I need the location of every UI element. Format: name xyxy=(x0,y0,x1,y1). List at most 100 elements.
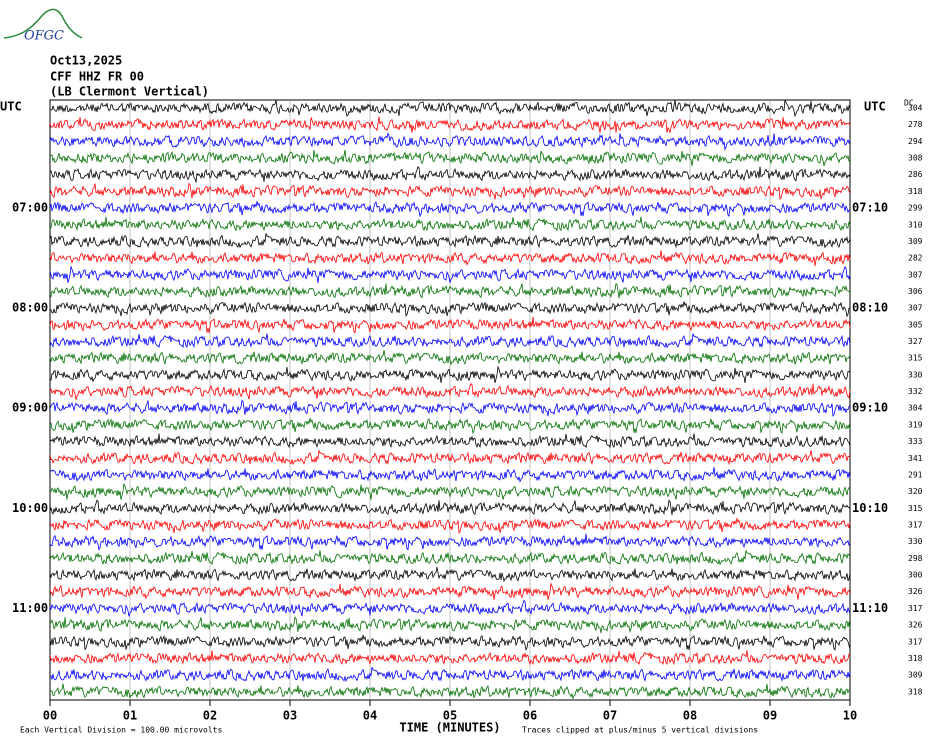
dc-value: 315 xyxy=(908,354,923,363)
trace xyxy=(49,518,851,534)
trace xyxy=(49,616,851,634)
logo-text: OFGC xyxy=(24,29,64,44)
dc-value: 326 xyxy=(908,587,923,596)
trace xyxy=(49,149,851,167)
dc-value: 304 xyxy=(908,404,923,413)
trace xyxy=(49,533,851,551)
dc-value: 278 xyxy=(908,120,923,129)
left-label: UTC xyxy=(0,100,22,114)
dc-value: 341 xyxy=(908,454,923,463)
dc-value: 319 xyxy=(908,420,923,429)
dc-value: 318 xyxy=(908,687,923,696)
dc-value: 326 xyxy=(908,621,923,630)
trace xyxy=(49,483,851,500)
station: CFF HHZ FR 00 xyxy=(50,70,144,84)
trace xyxy=(49,182,851,201)
dc-value: 317 xyxy=(908,521,923,530)
trace xyxy=(49,418,851,435)
trace xyxy=(49,99,851,118)
traces xyxy=(49,99,851,700)
trace xyxy=(49,450,851,466)
footer-right: Traces clipped at plus/minus 5 vertical … xyxy=(522,726,758,735)
trace xyxy=(49,265,851,283)
trace xyxy=(49,582,851,600)
dc-label: DC xyxy=(904,99,914,108)
trace xyxy=(49,350,851,366)
trace xyxy=(49,365,851,383)
dc-value: 298 xyxy=(908,554,923,563)
right-time: 09:10 xyxy=(852,401,888,415)
dc-value: 300 xyxy=(908,571,923,580)
dc-value: 317 xyxy=(908,604,923,613)
dc-value: 315 xyxy=(908,504,923,513)
dc-value: 306 xyxy=(908,287,923,296)
dc-value: 309 xyxy=(908,671,923,680)
dc-value: 318 xyxy=(908,187,923,196)
trace xyxy=(49,333,851,349)
logo: OFGC xyxy=(3,8,83,44)
trace xyxy=(49,566,851,583)
logo-curve xyxy=(3,8,83,39)
dc-value: 307 xyxy=(908,270,923,279)
x-tick-label: 00 xyxy=(43,709,57,723)
trace xyxy=(49,132,851,151)
trace xyxy=(49,599,851,617)
x-tick-label: 09 xyxy=(763,709,777,723)
grid xyxy=(49,100,851,706)
date: Oct13,2025 xyxy=(50,54,122,68)
dc-value: 299 xyxy=(908,204,923,213)
dc-value: 310 xyxy=(908,220,923,229)
dc-value: 282 xyxy=(908,254,923,263)
trace xyxy=(49,301,851,318)
dc-value: 291 xyxy=(908,470,923,479)
x-tick-label: 03 xyxy=(283,709,297,723)
dc-value: 294 xyxy=(908,137,923,146)
x-tick-label: 05 xyxy=(443,709,457,723)
dc-value: 308 xyxy=(908,154,923,163)
x-tick-label: 10 xyxy=(843,709,857,723)
trace xyxy=(49,116,851,133)
x-label: TIME (MINUTES) xyxy=(399,721,500,735)
dc-value: 318 xyxy=(908,654,923,663)
x-tick-label: 02 xyxy=(203,709,217,723)
trace xyxy=(49,634,851,652)
location: (LB Clermont Vertical) xyxy=(50,85,209,99)
left-time: 08:00 xyxy=(12,301,48,315)
right-time: 08:10 xyxy=(852,301,888,315)
trace xyxy=(49,499,851,516)
left-time: 10:00 xyxy=(12,501,48,515)
trace xyxy=(49,165,851,183)
dc-value: 330 xyxy=(908,370,923,379)
footer-left: Each Vertical Division = 100.00 microvol… xyxy=(20,726,222,735)
trace xyxy=(49,201,851,218)
x-tick-label: 07 xyxy=(603,709,617,723)
dc-value: 320 xyxy=(908,487,923,496)
right-time: 07:10 xyxy=(852,201,888,215)
trace xyxy=(49,650,851,666)
dc-value: 317 xyxy=(908,637,923,646)
trace xyxy=(49,250,851,267)
x-tick-label: 06 xyxy=(523,709,537,723)
trace xyxy=(49,316,851,334)
left-time: 09:00 xyxy=(12,401,48,415)
trace xyxy=(49,233,851,249)
trace xyxy=(49,550,851,566)
dc-value: 332 xyxy=(908,387,923,396)
dc-value: 330 xyxy=(908,537,923,546)
trace xyxy=(49,216,851,232)
x-tick-label: 08 xyxy=(683,709,697,723)
dc-value: 307 xyxy=(908,304,923,313)
trace xyxy=(50,683,851,700)
right-time: 11:10 xyxy=(852,601,888,615)
right-time: 10:10 xyxy=(852,501,888,515)
dc-value: 309 xyxy=(908,237,923,246)
trace xyxy=(49,433,851,449)
x-tick-label: 04 xyxy=(363,709,377,723)
trace xyxy=(49,282,851,299)
dc-value: 305 xyxy=(908,320,923,329)
dc-value: 333 xyxy=(908,437,923,446)
right-label: UTC xyxy=(864,100,886,114)
trace xyxy=(49,666,851,683)
dc-value: 286 xyxy=(908,170,923,179)
